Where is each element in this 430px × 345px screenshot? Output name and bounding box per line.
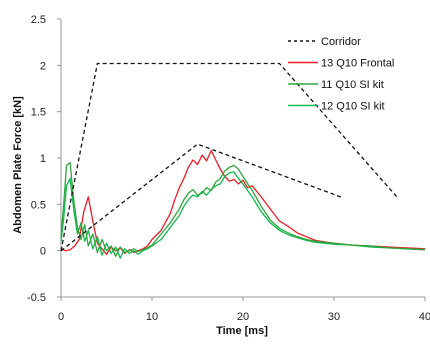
series-line-corridor-2 [60, 62, 399, 251]
x-tick-label: 10 [146, 311, 158, 323]
y-tick-label: 2.5 [31, 14, 46, 26]
y-tick-label: 0.5 [31, 199, 46, 211]
y-tick-label: 1.5 [31, 107, 46, 119]
legend-label-corridor: Corridor [321, 36, 361, 48]
series-line-11-q10-si-kit [60, 161, 426, 257]
y-tick-label: 1 [40, 153, 46, 165]
y-tick-label: 2 [40, 60, 46, 72]
legend-label-12-q10-si-kit: 12 Q10 SI kit [321, 101, 385, 113]
legend-label-11-q10-si-kit: 11 Q10 SI kit [321, 79, 384, 91]
x-tick-label: 20 [237, 311, 249, 323]
x-tick-label: 40 [419, 311, 430, 323]
x-tick-label: 30 [328, 311, 340, 323]
series-line-corridor-1 [60, 143, 344, 252]
axes: -0.5 0 0.5 1 1.5 2 2.5 0 10 20 30 40 [27, 14, 430, 323]
series-line-13-q10-frontal [60, 149, 426, 256]
series-line-12-q10-si-kit [60, 171, 426, 259]
chart-legend: Corridor 13 Q10 Frontal 11 Q10 SI kit 12 Q1… [288, 36, 394, 113]
y-tick-label: 0 [40, 246, 46, 258]
y-axis-label: Abdomen Plate Force [kN] [12, 96, 24, 234]
x-axis-label: Time [ms] [216, 325, 268, 337]
series-layer [60, 62, 426, 259]
legend-label-13-q10-frontal: 13 Q10 Frontal [321, 58, 394, 70]
x-tick-label: 0 [58, 311, 64, 323]
y-tick-label: -0.5 [27, 292, 46, 304]
